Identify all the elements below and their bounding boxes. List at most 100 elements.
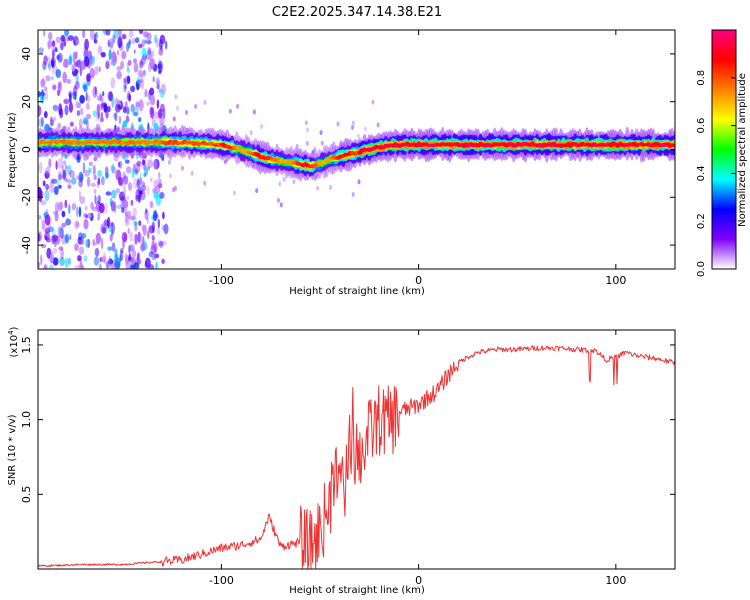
- noise-blob: [75, 39, 80, 45]
- noise-blob: [111, 242, 116, 252]
- noise-blob: [74, 243, 79, 252]
- noise-blob: [155, 261, 158, 269]
- noise-blob: [68, 92, 72, 104]
- noise-blob: [51, 228, 56, 237]
- noise-blob: [86, 113, 91, 120]
- noise-blob: [75, 75, 79, 84]
- noise-blob: [93, 188, 97, 195]
- colorbar-tick-label: 0.2: [696, 213, 707, 229]
- noise-blob: [255, 188, 259, 194]
- noise-blob: [138, 69, 143, 78]
- noise-blob: [136, 160, 142, 167]
- noise-blob: [68, 257, 72, 265]
- noise-blob: [158, 48, 163, 56]
- noise-blob: [76, 205, 79, 218]
- noise-blob: [86, 176, 91, 187]
- noise-blob: [86, 73, 91, 82]
- noise-blob: [105, 110, 109, 119]
- noise-blob: [99, 117, 105, 123]
- noise-blob: [75, 100, 79, 109]
- noise-blob: [125, 75, 130, 85]
- noise-blob: [101, 176, 105, 186]
- noise-blob: [54, 47, 58, 53]
- noise-blob: [121, 50, 127, 60]
- noise-blob: [139, 60, 144, 69]
- noise-blob: [96, 103, 100, 115]
- noise-blob: [94, 247, 100, 257]
- noise-blob: [44, 91, 49, 101]
- colorbar: 0.0 0.2 0.4 0.6 0.8 Normalized spectral ampl…: [696, 29, 748, 277]
- noise-blob: [84, 38, 89, 51]
- noise-blob: [147, 185, 150, 196]
- noise-blob: [108, 49, 112, 61]
- noise-blob: [142, 69, 146, 75]
- noise-blob: [82, 30, 86, 39]
- noise-blob: [40, 117, 44, 127]
- noise-blob: [53, 186, 59, 195]
- noise-blob: [169, 173, 173, 179]
- noise-blob: [60, 34, 66, 43]
- noise-blob: [80, 173, 84, 181]
- noise-blob: [43, 111, 48, 119]
- noise-blob: [124, 159, 130, 164]
- noise-blob: [39, 190, 44, 199]
- noise-blob: [133, 105, 139, 117]
- noise-blob: [71, 203, 77, 211]
- noise-blob: [63, 160, 67, 166]
- noise-blob: [126, 61, 129, 71]
- noise-blob: [70, 121, 74, 127]
- noise-blob: [149, 200, 154, 209]
- noise-blob: [146, 40, 152, 45]
- noise-blob: [144, 165, 149, 175]
- noise-blob: [42, 180, 46, 187]
- noise-blob: [97, 170, 103, 178]
- noise-blob: [364, 126, 367, 132]
- noise-blob: [105, 191, 112, 196]
- noise-blob: [115, 188, 120, 194]
- noise-blob: [157, 218, 160, 229]
- noise-blob: [48, 31, 53, 41]
- noise-blob: [147, 159, 154, 169]
- noise-blob: [137, 231, 141, 243]
- noise-blob: [152, 187, 157, 194]
- noise-blob: [66, 218, 70, 226]
- noise-blob: [129, 264, 135, 269]
- noise-blob: [90, 201, 94, 210]
- noise-blob: [143, 172, 147, 177]
- noise-blob: [351, 192, 355, 197]
- noise-blob: [88, 161, 93, 166]
- noise-blob: [76, 110, 81, 117]
- noise-blob: [71, 65, 76, 72]
- noise-blob: [59, 108, 64, 119]
- noise-blob: [60, 248, 64, 260]
- noise-blob: [305, 140, 309, 146]
- noise-blob: [98, 263, 102, 269]
- noise-blob: [124, 252, 127, 261]
- noise-blob: [108, 256, 112, 268]
- noise-blob: [137, 79, 143, 84]
- noise-blob: [60, 42, 64, 51]
- noise-blob: [113, 112, 117, 119]
- colorbar-ticks: 0.0 0.2 0.4 0.6 0.8: [696, 70, 736, 277]
- noise-blob: [133, 177, 139, 189]
- noise-blob: [144, 208, 148, 214]
- noise-blob: [279, 202, 283, 208]
- noise-blob: [137, 186, 144, 195]
- noise-blob: [117, 104, 121, 110]
- noise-blob: [68, 35, 74, 41]
- noise-blob: [236, 103, 240, 109]
- noise-blob: [141, 184, 147, 192]
- x-tick-label: 0: [415, 574, 422, 587]
- noise-blob: [81, 236, 85, 246]
- noise-blob: [135, 188, 141, 200]
- noise-blob: [126, 106, 130, 115]
- colorbar-tick-label: 0.4: [696, 165, 707, 181]
- noise-blob: [252, 109, 256, 115]
- noise-blob: [292, 179, 296, 185]
- noise-blob: [163, 223, 169, 235]
- noise-blob: [45, 183, 49, 191]
- noise-blob: [122, 206, 125, 213]
- noise-blob: [127, 182, 133, 191]
- noise-blob: [66, 78, 71, 84]
- noise-blob: [282, 176, 286, 182]
